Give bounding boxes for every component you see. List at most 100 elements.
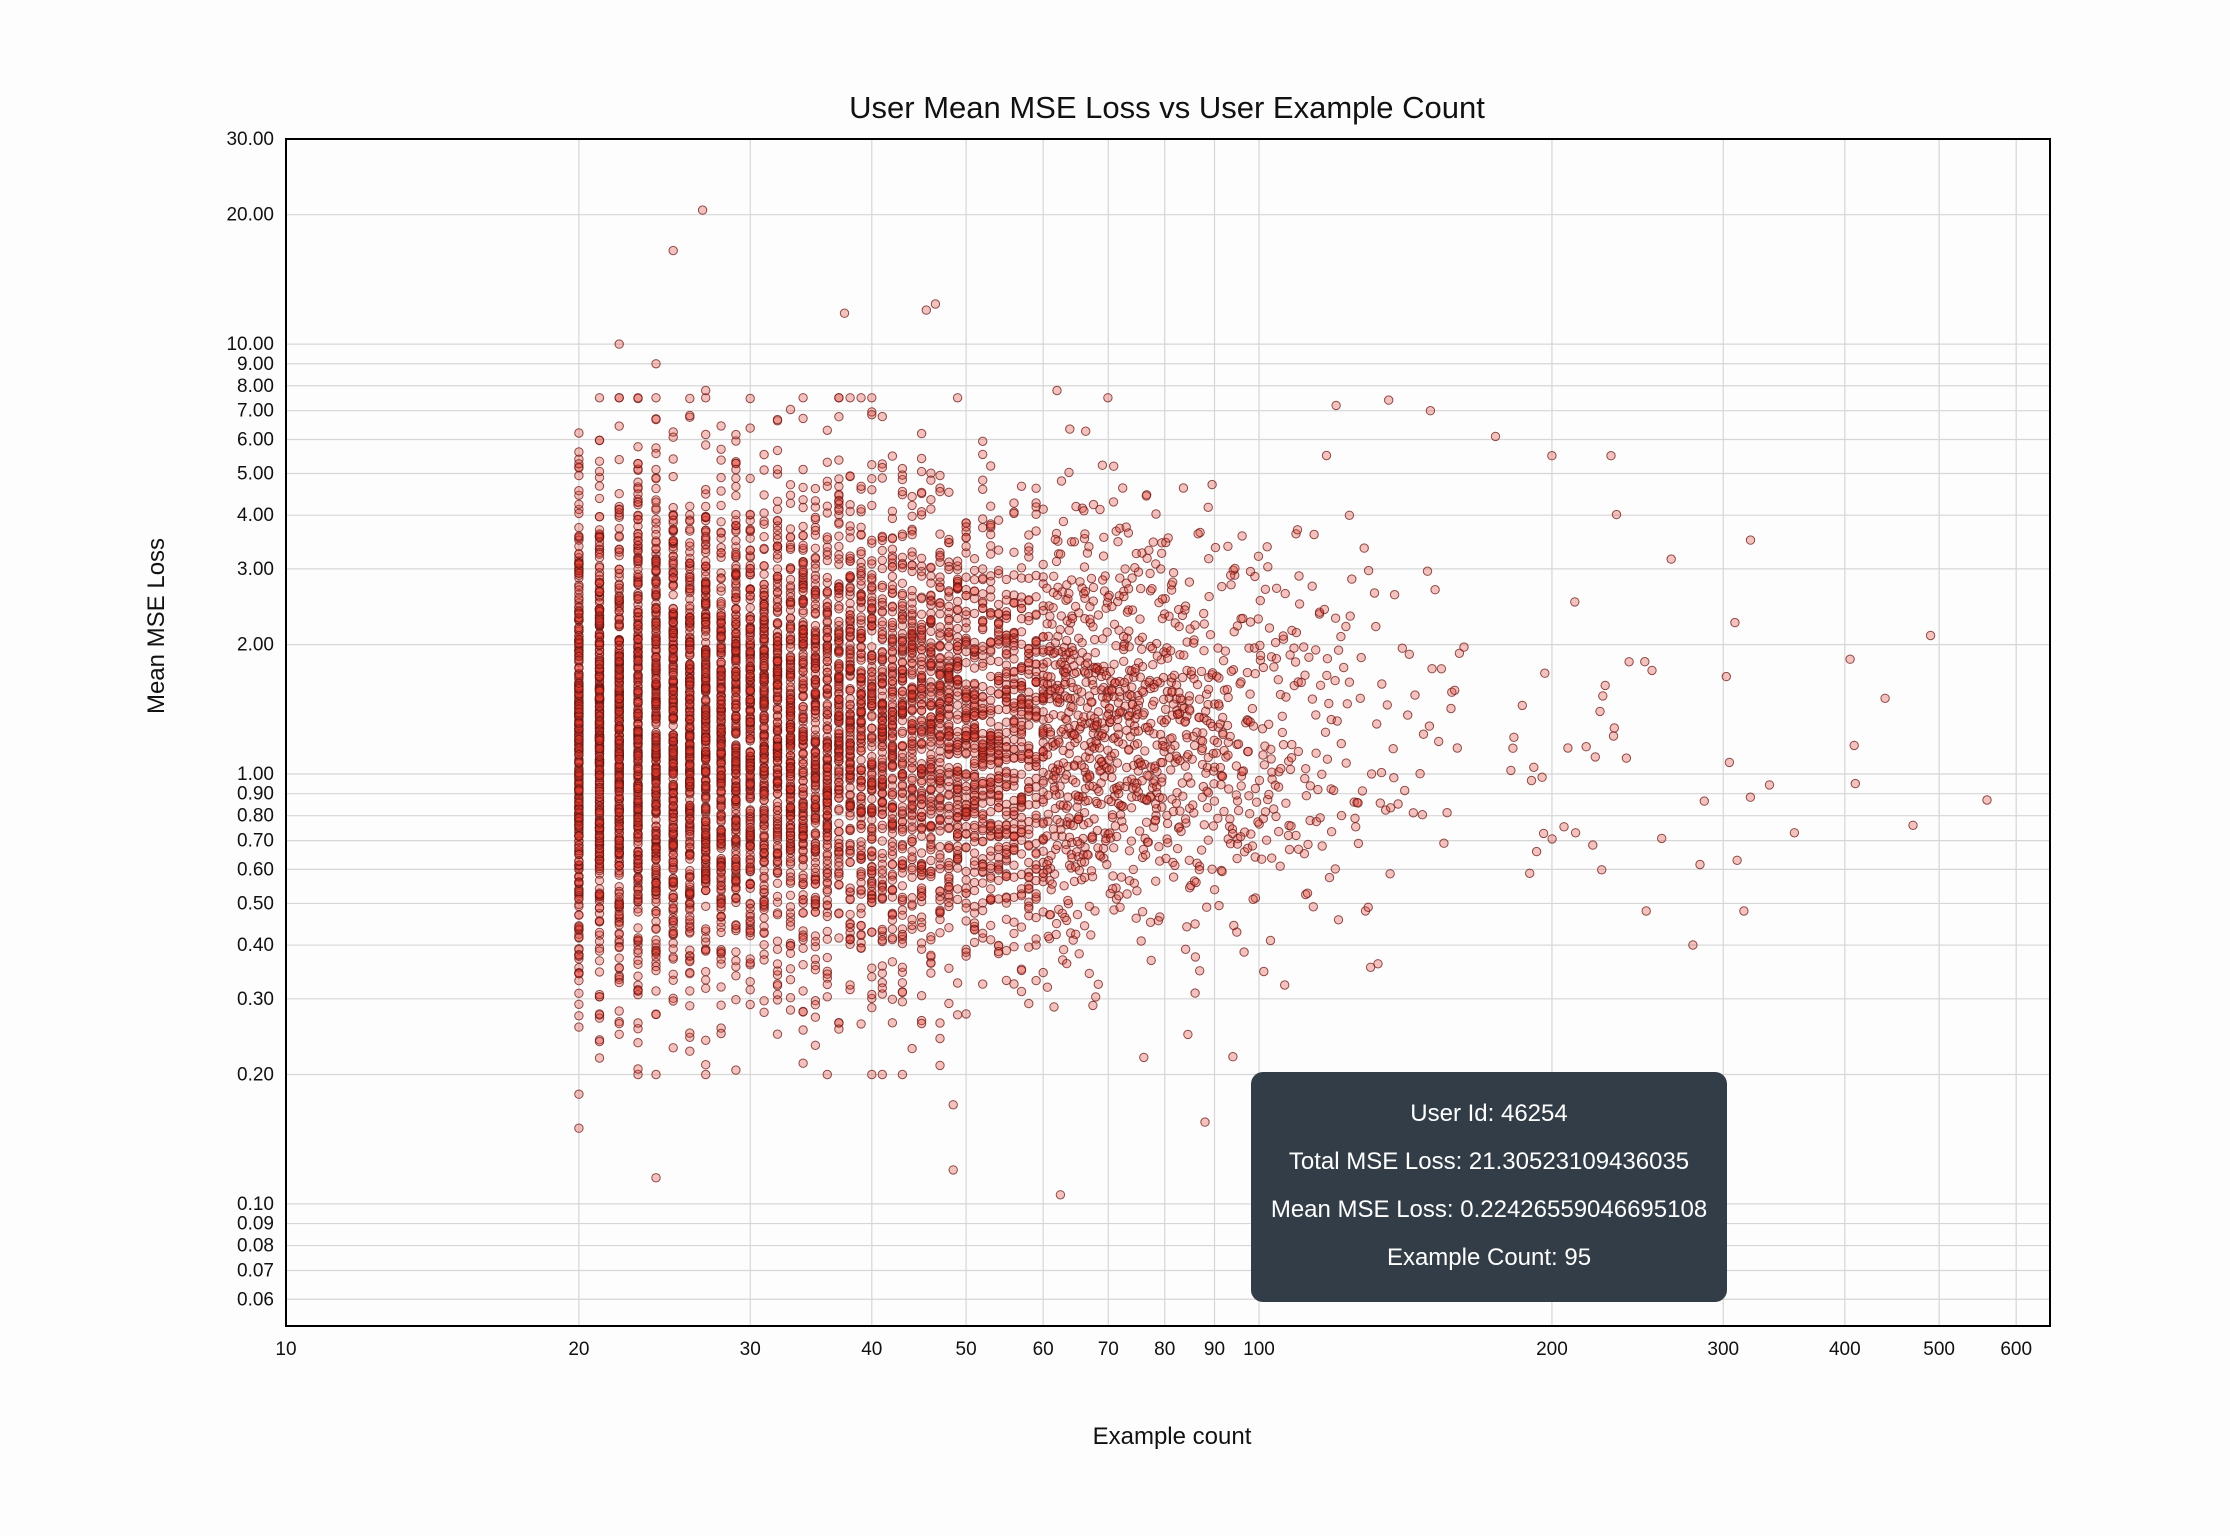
scatter-point	[594, 916, 605, 926]
scatter-point	[685, 731, 695, 741]
scatter-point	[845, 922, 855, 933]
scatter-point	[651, 815, 661, 825]
scatter-point	[745, 669, 755, 680]
scatter-point	[668, 558, 678, 568]
scatter-point	[798, 502, 808, 513]
scatter-point	[810, 773, 821, 784]
scatter-point	[614, 977, 624, 988]
scatter-point	[668, 857, 678, 867]
scatter-point	[897, 664, 908, 675]
scatter-point	[651, 732, 661, 743]
scatter-point	[701, 839, 711, 849]
scatter-point	[633, 763, 643, 774]
scatter-point	[716, 643, 726, 653]
scatter-point	[574, 1022, 584, 1032]
scatter-point	[810, 936, 821, 947]
scatter-point	[810, 718, 821, 728]
scatter-point	[716, 927, 726, 938]
scatter-point	[701, 794, 711, 804]
scatter-point	[845, 521, 855, 531]
scatter-point	[731, 464, 741, 475]
scatter-point	[822, 532, 832, 542]
scatter-point	[701, 683, 711, 694]
scatter-point	[716, 632, 726, 642]
scatter-point	[651, 1069, 661, 1080]
scatter-point	[798, 1058, 808, 1068]
scatter-point	[716, 657, 726, 667]
scatter-point	[685, 680, 695, 690]
scatter-point	[716, 1028, 726, 1039]
scatter-point	[822, 900, 832, 910]
scatter-point	[633, 955, 643, 965]
scatter-point	[845, 848, 855, 859]
scatter-point	[633, 923, 643, 933]
scatter-point	[822, 1069, 832, 1080]
scatter-point	[877, 411, 887, 422]
scatter-point	[785, 634, 796, 644]
scatter-point	[614, 421, 624, 431]
scatter-point	[614, 656, 624, 667]
scatter-point	[594, 616, 605, 626]
scatter-point	[785, 876, 796, 886]
scatter-point	[685, 800, 695, 810]
scatter-point	[745, 706, 755, 717]
scatter-point	[845, 758, 855, 768]
scatter-point	[731, 629, 741, 639]
scatter-point	[614, 706, 624, 717]
scatter-point	[798, 776, 808, 786]
scatter-point	[716, 1000, 726, 1010]
scatter-point	[887, 875, 898, 885]
scatter-point	[798, 675, 808, 686]
scatter-point	[897, 978, 908, 988]
scatter-point	[897, 881, 908, 891]
scatter-point	[810, 512, 821, 523]
scatter-point	[845, 909, 855, 920]
scatter-point	[651, 483, 661, 494]
scatter-point	[834, 818, 844, 828]
scatter-point	[785, 814, 796, 825]
scatter-point	[772, 910, 783, 920]
scatter-point	[574, 704, 584, 714]
scatter-point	[701, 755, 711, 765]
scatter-point	[822, 926, 832, 937]
scatter-point	[845, 551, 855, 561]
scatter-point	[856, 908, 866, 919]
scatter-point	[834, 752, 844, 762]
scatter-point	[785, 490, 796, 500]
scatter-point	[685, 967, 695, 978]
scatter-point	[594, 992, 605, 1002]
scatter-point	[574, 757, 584, 767]
scatter-point	[685, 898, 695, 908]
scatter-point	[798, 873, 808, 883]
scatter-point	[668, 535, 678, 546]
scatter-point	[594, 493, 605, 504]
scatter-point	[731, 509, 741, 520]
scatter-point	[822, 781, 832, 791]
scatter-point	[856, 782, 866, 792]
scatter-point	[668, 812, 678, 823]
scatter-point	[614, 739, 624, 749]
scatter-point	[785, 768, 796, 779]
scatter-point	[887, 715, 898, 726]
scatter-point	[856, 943, 866, 953]
scatter-point	[772, 866, 783, 876]
scatter-point	[716, 582, 726, 593]
scatter-point	[856, 549, 866, 559]
scatter-point	[897, 552, 908, 562]
scatter-point	[887, 451, 898, 461]
scatter-point	[810, 563, 821, 573]
scatter-point	[867, 474, 877, 484]
scatter-point	[877, 600, 887, 610]
scatter-point	[834, 499, 844, 509]
scatter-point	[785, 975, 796, 985]
scatter-point	[685, 887, 695, 897]
scatter-point	[685, 814, 695, 824]
scatter-point	[745, 858, 755, 868]
scatter-point	[716, 611, 726, 621]
scatter-point	[785, 642, 796, 653]
scatter-point	[731, 876, 741, 886]
scatter-point	[822, 791, 832, 801]
scatter-point	[877, 629, 887, 640]
scatter-point	[685, 393, 695, 404]
scatter-point	[701, 885, 711, 896]
